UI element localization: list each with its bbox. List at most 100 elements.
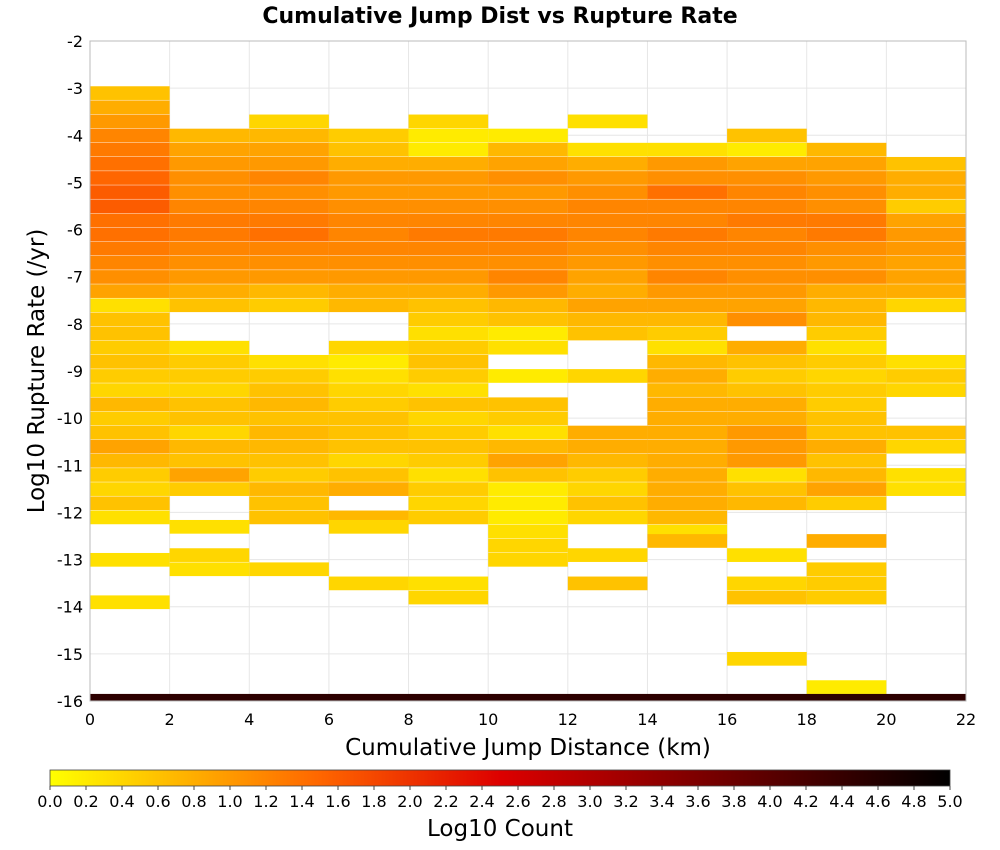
heatmap-cell [328, 439, 409, 454]
heatmap-cell [806, 439, 887, 454]
heatmap-cell [408, 270, 489, 284]
colorbar-tick-label: 0.4 [109, 792, 134, 811]
heatmap-cell [408, 114, 489, 129]
heatmap-cell [727, 411, 807, 426]
heatmap-cell [90, 312, 170, 327]
heatmap-cell [567, 156, 648, 171]
y-tick-label: -3 [67, 79, 83, 98]
heatmap-cell [408, 482, 489, 496]
heatmap-cell [727, 284, 807, 298]
colorbar-label: Log10 Count [427, 816, 573, 842]
heatmap-cell [90, 397, 170, 412]
heatmap-cell [90, 171, 170, 185]
heatmap-cell [647, 156, 728, 171]
heatmap-cell [90, 326, 170, 341]
heatmap-cell [727, 142, 807, 157]
colorbar-tick-label: 0.0 [37, 792, 62, 811]
heatmap-cell [727, 496, 807, 511]
heatmap-cell [90, 453, 170, 468]
x-tick-label: 20 [876, 710, 896, 729]
heatmap-cell [886, 270, 966, 284]
heatmap-cell [90, 552, 170, 567]
heatmap-cell [727, 397, 807, 412]
heatmap-cell [488, 284, 568, 298]
heatmap-cell [328, 369, 409, 383]
heatmap-cell [90, 270, 170, 284]
heatmap-cell [488, 468, 568, 482]
heatmap-cell [488, 439, 568, 454]
x-axis-label: Cumulative Jump Distance (km) [345, 735, 711, 761]
heatmap-cell [806, 312, 887, 327]
colorbar-tick-label: 1.2 [253, 792, 278, 811]
heatmap-cell [169, 241, 250, 256]
heatmap-cell [647, 213, 728, 228]
heatmap-cell [90, 439, 170, 454]
heatmap-cell [727, 312, 807, 327]
heatmap-cell [567, 425, 648, 440]
heatmap-cell [249, 284, 329, 298]
heatmap-cell [249, 298, 329, 313]
chart-title: Cumulative Jump Dist vs Rupture Rate [262, 4, 737, 29]
heatmap-cell [328, 171, 409, 185]
heatmap-cell [328, 128, 409, 143]
colorbar-tick-label: 3.8 [721, 792, 746, 811]
heatmap-cell [886, 482, 966, 496]
heatmap-cell [90, 510, 170, 525]
heatmap-cell [488, 270, 568, 284]
heatmap-cell [249, 128, 329, 143]
heatmap-cell [249, 227, 329, 242]
heatmap-cell [90, 100, 170, 115]
heatmap-cell [806, 156, 887, 171]
heatmap-cell [806, 298, 887, 313]
heatmap-cell [886, 369, 966, 383]
heatmap-cell [249, 199, 329, 214]
heatmap-cell [408, 411, 489, 426]
heatmap-cell [488, 241, 568, 256]
heatmap-cell [488, 340, 568, 355]
x-tick-label: 2 [165, 710, 175, 729]
heatmap-cell [328, 340, 409, 355]
heatmap-cell [249, 453, 329, 468]
heatmap-cell [806, 270, 887, 284]
heatmap-cell [886, 171, 966, 185]
heatmap-cell [408, 590, 489, 605]
heatmap-cell [408, 510, 489, 525]
heatmap-cell [408, 128, 489, 143]
heatmap-cell [488, 369, 568, 383]
heatmap-cell [408, 326, 489, 341]
heatmap-cell [169, 199, 250, 214]
heatmap-cell [169, 213, 250, 228]
heatmap-cell [408, 171, 489, 185]
heatmap-cell [408, 576, 489, 591]
heatmap-cell [647, 312, 728, 327]
heatmap-cell [249, 171, 329, 185]
heatmap-cell [169, 548, 250, 562]
heatmap-cell [90, 128, 170, 143]
heatmap-cell [727, 651, 807, 666]
heatmap-cell [249, 241, 329, 256]
heatmap-cell [408, 227, 489, 242]
heatmap-cell [408, 383, 489, 397]
y-tick-label: -5 [67, 173, 83, 192]
heatmap-cell [408, 397, 489, 412]
heatmap-cell [488, 255, 568, 270]
heatmap-cell [408, 156, 489, 171]
heatmap-cell [647, 298, 728, 313]
heatmap-cell [727, 156, 807, 171]
colorbar-tick-label: 2.0 [397, 792, 422, 811]
heatmap-cell [727, 439, 807, 454]
heatmap-cell [647, 439, 728, 454]
heatmap-cell [806, 354, 887, 369]
heatmap-cell [328, 185, 409, 199]
heatmap-cell [567, 496, 648, 511]
heatmap-cell [647, 142, 728, 157]
heatmap-cell [886, 284, 966, 298]
heatmap-cell [567, 185, 648, 199]
heatmap-cell [886, 156, 966, 171]
heatmap-cell [806, 397, 887, 412]
heatmap-cell [90, 284, 170, 298]
heatmap-cell [647, 270, 728, 284]
heatmap-cell [886, 468, 966, 482]
heatmap-cell [727, 383, 807, 397]
heatmap-cell [727, 171, 807, 185]
